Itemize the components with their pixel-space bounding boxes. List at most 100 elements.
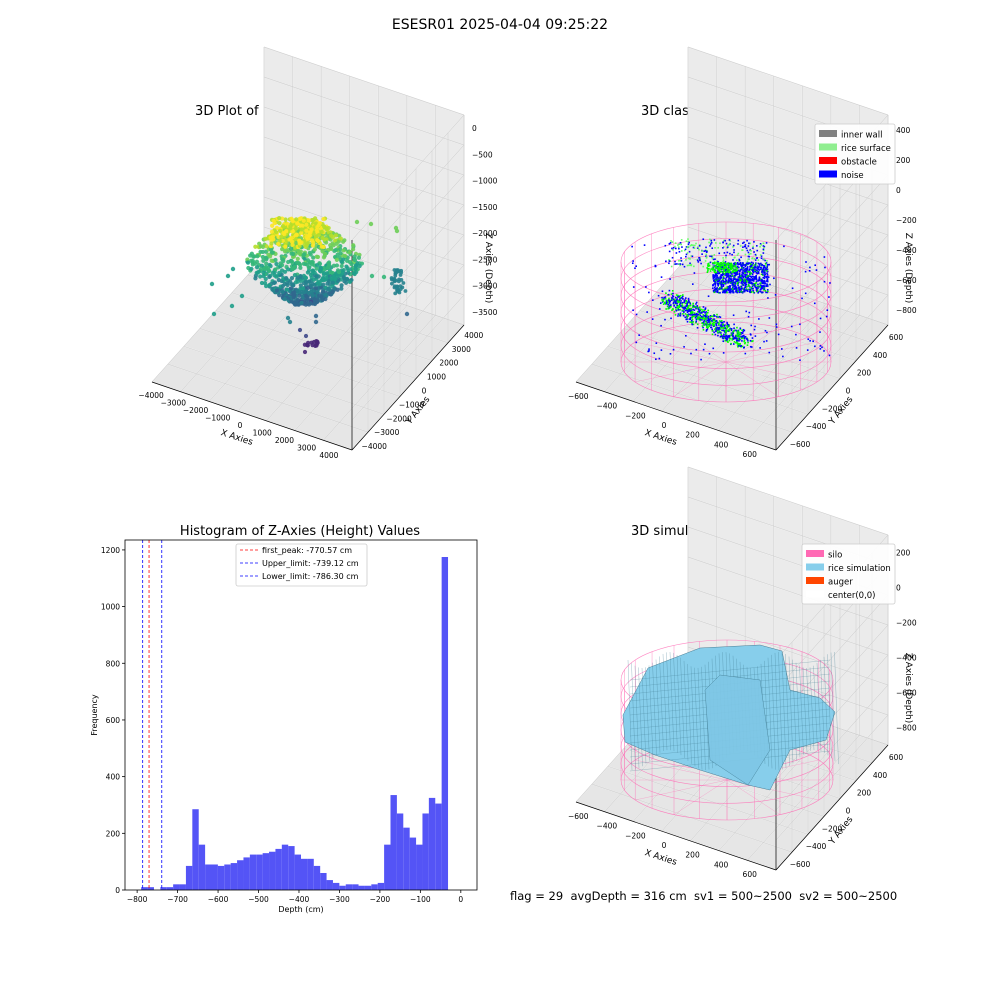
y-tick-label: −400 <box>806 422 827 431</box>
data-point <box>341 248 346 253</box>
data-point <box>687 309 689 311</box>
data-point <box>761 270 764 272</box>
data-point <box>740 279 742 281</box>
data-point <box>741 332 744 335</box>
data-point <box>748 311 751 314</box>
data-point <box>748 280 751 282</box>
data-point <box>738 275 741 278</box>
data-point <box>729 266 732 268</box>
data-point <box>664 297 667 300</box>
histogram-bar <box>198 844 206 890</box>
data-point <box>741 340 743 342</box>
data-point <box>277 270 282 276</box>
data-point <box>726 265 729 267</box>
y-tick-label: 0 <box>115 886 120 895</box>
data-point <box>304 222 309 227</box>
data-point <box>671 295 674 297</box>
data-point <box>654 264 657 267</box>
data-point <box>753 266 755 269</box>
data-point <box>805 261 807 263</box>
data-point <box>310 281 315 286</box>
y-tick-label: 200 <box>857 369 872 378</box>
data-point <box>698 311 700 313</box>
data-point <box>356 255 362 260</box>
data-point <box>712 290 715 292</box>
data-point <box>727 330 730 332</box>
data-point <box>734 336 737 338</box>
data-point <box>670 305 672 308</box>
legend-classify-swatch <box>819 170 837 178</box>
data-point <box>716 281 719 283</box>
data-point <box>687 299 690 302</box>
data-point <box>269 229 275 234</box>
data-point <box>685 305 688 307</box>
data-point <box>728 277 730 279</box>
data-point <box>825 315 828 318</box>
hist-legend-box <box>235 543 368 587</box>
data-point <box>747 279 749 282</box>
data-point <box>698 248 700 251</box>
data-point <box>326 225 331 231</box>
data-point <box>755 281 758 284</box>
data-point <box>766 290 769 293</box>
data-point <box>310 293 315 298</box>
data-point <box>696 326 699 329</box>
data-point <box>718 327 721 329</box>
data-point <box>733 327 735 330</box>
data-point <box>705 311 707 313</box>
data-point <box>733 277 735 279</box>
data-point <box>750 261 753 264</box>
data-point <box>680 250 683 252</box>
data-point <box>679 264 682 267</box>
grid-line <box>323 315 436 441</box>
data-point <box>692 246 695 249</box>
x-tick-label: 1000 <box>253 429 272 438</box>
data-point <box>687 315 689 317</box>
data-point <box>686 303 688 306</box>
data-point <box>658 308 661 310</box>
data-point <box>764 259 766 262</box>
data-point <box>763 288 766 290</box>
data-point <box>722 273 725 276</box>
data-point <box>667 303 670 306</box>
data-point <box>686 311 689 314</box>
z-tick-label: 0 <box>472 124 477 133</box>
data-point <box>747 251 750 254</box>
data-point <box>688 318 691 320</box>
data-point <box>283 244 288 249</box>
data-point <box>763 286 765 289</box>
data-point <box>758 263 761 265</box>
grid-line <box>167 363 369 433</box>
data-point <box>749 345 752 348</box>
data-point <box>752 245 754 248</box>
z-axis-label: Z Axies (Depth) <box>903 233 913 304</box>
data-point <box>754 325 756 328</box>
data-point <box>710 326 713 329</box>
data-point <box>701 316 703 319</box>
data-point <box>273 267 278 272</box>
data-point <box>741 266 743 269</box>
data-point <box>701 250 703 252</box>
scatter-3d-classify: −600−400−2000200400600−600−400−200020040… <box>568 46 917 459</box>
data-point <box>760 287 763 289</box>
grid-line <box>718 305 832 431</box>
data-point <box>695 321 697 324</box>
data-point <box>683 249 686 252</box>
data-point <box>728 335 731 337</box>
data-point <box>715 330 717 333</box>
data-point <box>721 283 723 286</box>
grid-line <box>687 586 889 656</box>
data-point <box>743 336 746 339</box>
data-point <box>690 255 693 257</box>
data-point <box>717 260 719 263</box>
data-point <box>704 250 707 252</box>
data-point <box>756 265 759 268</box>
rice-mesh <box>827 654 832 759</box>
data-point <box>239 293 245 299</box>
data-point <box>718 286 721 289</box>
data-point <box>765 264 768 267</box>
data-point <box>678 260 680 262</box>
data-point <box>808 270 811 272</box>
data-point <box>267 274 272 280</box>
histogram-bar <box>313 865 321 890</box>
